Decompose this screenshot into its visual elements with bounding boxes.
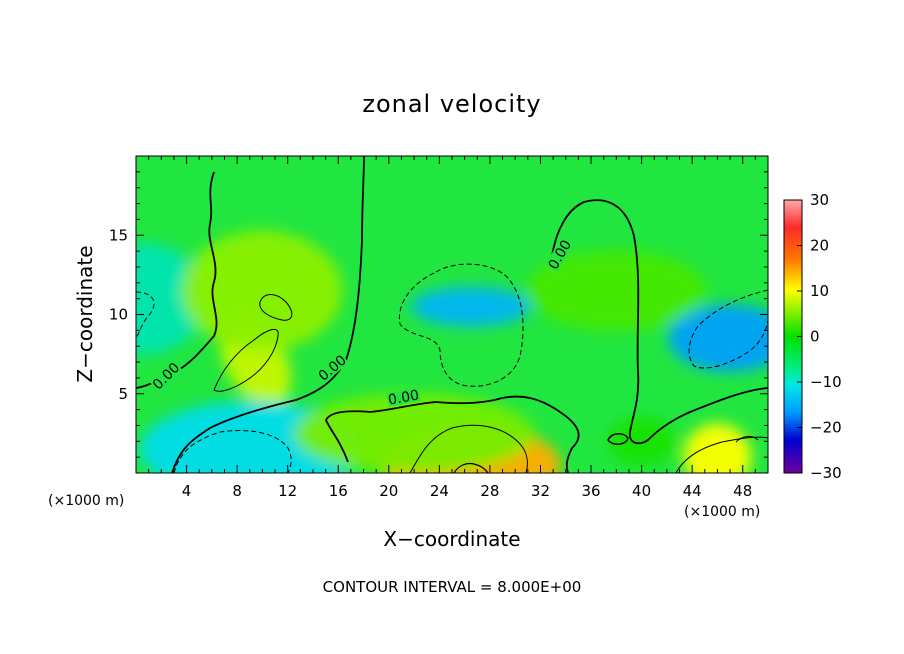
x-tick-label: 36	[581, 482, 600, 500]
colorbar-tick-label: 0	[810, 328, 820, 346]
colorbar: 30 20 10 0 −10 −20 −30	[783, 191, 842, 482]
x-tick-label: 12	[278, 482, 297, 500]
x-tick-label: 44	[683, 482, 702, 500]
y-tick-label: 15	[109, 226, 128, 244]
colorbar-tick-label: −20	[810, 419, 842, 437]
negative-contour-line	[173, 430, 292, 473]
y-axis-label: Z−coordinate	[73, 245, 97, 382]
x-tick-label: 20	[379, 482, 398, 500]
x-tick-label: 4	[182, 482, 192, 500]
x-axis-label: X−coordinate	[383, 527, 520, 551]
field-blobs	[136, 230, 768, 473]
contour-label-bg	[315, 352, 349, 384]
x-unit-right: (×1000 m)	[684, 504, 760, 520]
positive-contour-line	[453, 462, 489, 473]
x-tick-label: 8	[232, 482, 242, 500]
positive-contour-line	[675, 436, 768, 473]
x-tick-label: 32	[531, 482, 550, 500]
colorbar-tick-label: 10	[810, 282, 829, 300]
positive-contour-line	[409, 424, 528, 473]
contour-interval-note: CONTOUR INTERVAL = 8.000E+00	[323, 578, 582, 596]
contour-label-bg	[545, 237, 574, 272]
field-blob	[607, 417, 676, 466]
positive-contour-line	[735, 435, 759, 443]
field-blob	[683, 423, 752, 473]
colorbar-tick-label: −10	[810, 373, 842, 391]
x-tick-label: 40	[632, 482, 651, 500]
zero-contour-line	[171, 156, 365, 473]
positive-contour-line	[259, 294, 293, 321]
colorbar-tick-label: 30	[810, 191, 829, 209]
field-blob	[668, 304, 768, 373]
zero-contour-line	[607, 433, 629, 445]
zero-contour-line	[551, 199, 768, 445]
field-blob	[182, 230, 343, 351]
x-tick-label: 28	[480, 482, 499, 500]
x-tick-label: 16	[329, 482, 348, 500]
negative-contour-line	[136, 291, 155, 339]
contour-label-bg	[149, 359, 183, 393]
y-tick-label: 5	[118, 385, 128, 403]
colorbar-tick-label: 20	[810, 237, 829, 255]
x-unit-left: (×1000 m)	[48, 493, 124, 509]
negative-contour-line	[398, 263, 524, 387]
field-blob	[410, 286, 531, 327]
negative-contour-line	[688, 289, 768, 369]
contour-label: 0.00	[387, 387, 420, 408]
x-tick-label: 24	[430, 482, 449, 500]
positive-contour-line	[213, 328, 279, 392]
colorbar-ticks: 30 20 10 0 −10 −20 −30	[797, 191, 842, 482]
chart-title: zonal velocity	[362, 90, 541, 118]
field-blob	[526, 250, 707, 331]
colorbar-tick-label: −30	[810, 464, 842, 482]
x-tick-label: 48	[733, 482, 752, 500]
contour-label-bg	[386, 387, 421, 407]
zero-contour-line	[325, 395, 580, 473]
plot-area: 0.00 0.000.000.00	[136, 156, 768, 473]
field-blob	[294, 393, 535, 473]
y-tick-label: 10	[109, 306, 128, 324]
